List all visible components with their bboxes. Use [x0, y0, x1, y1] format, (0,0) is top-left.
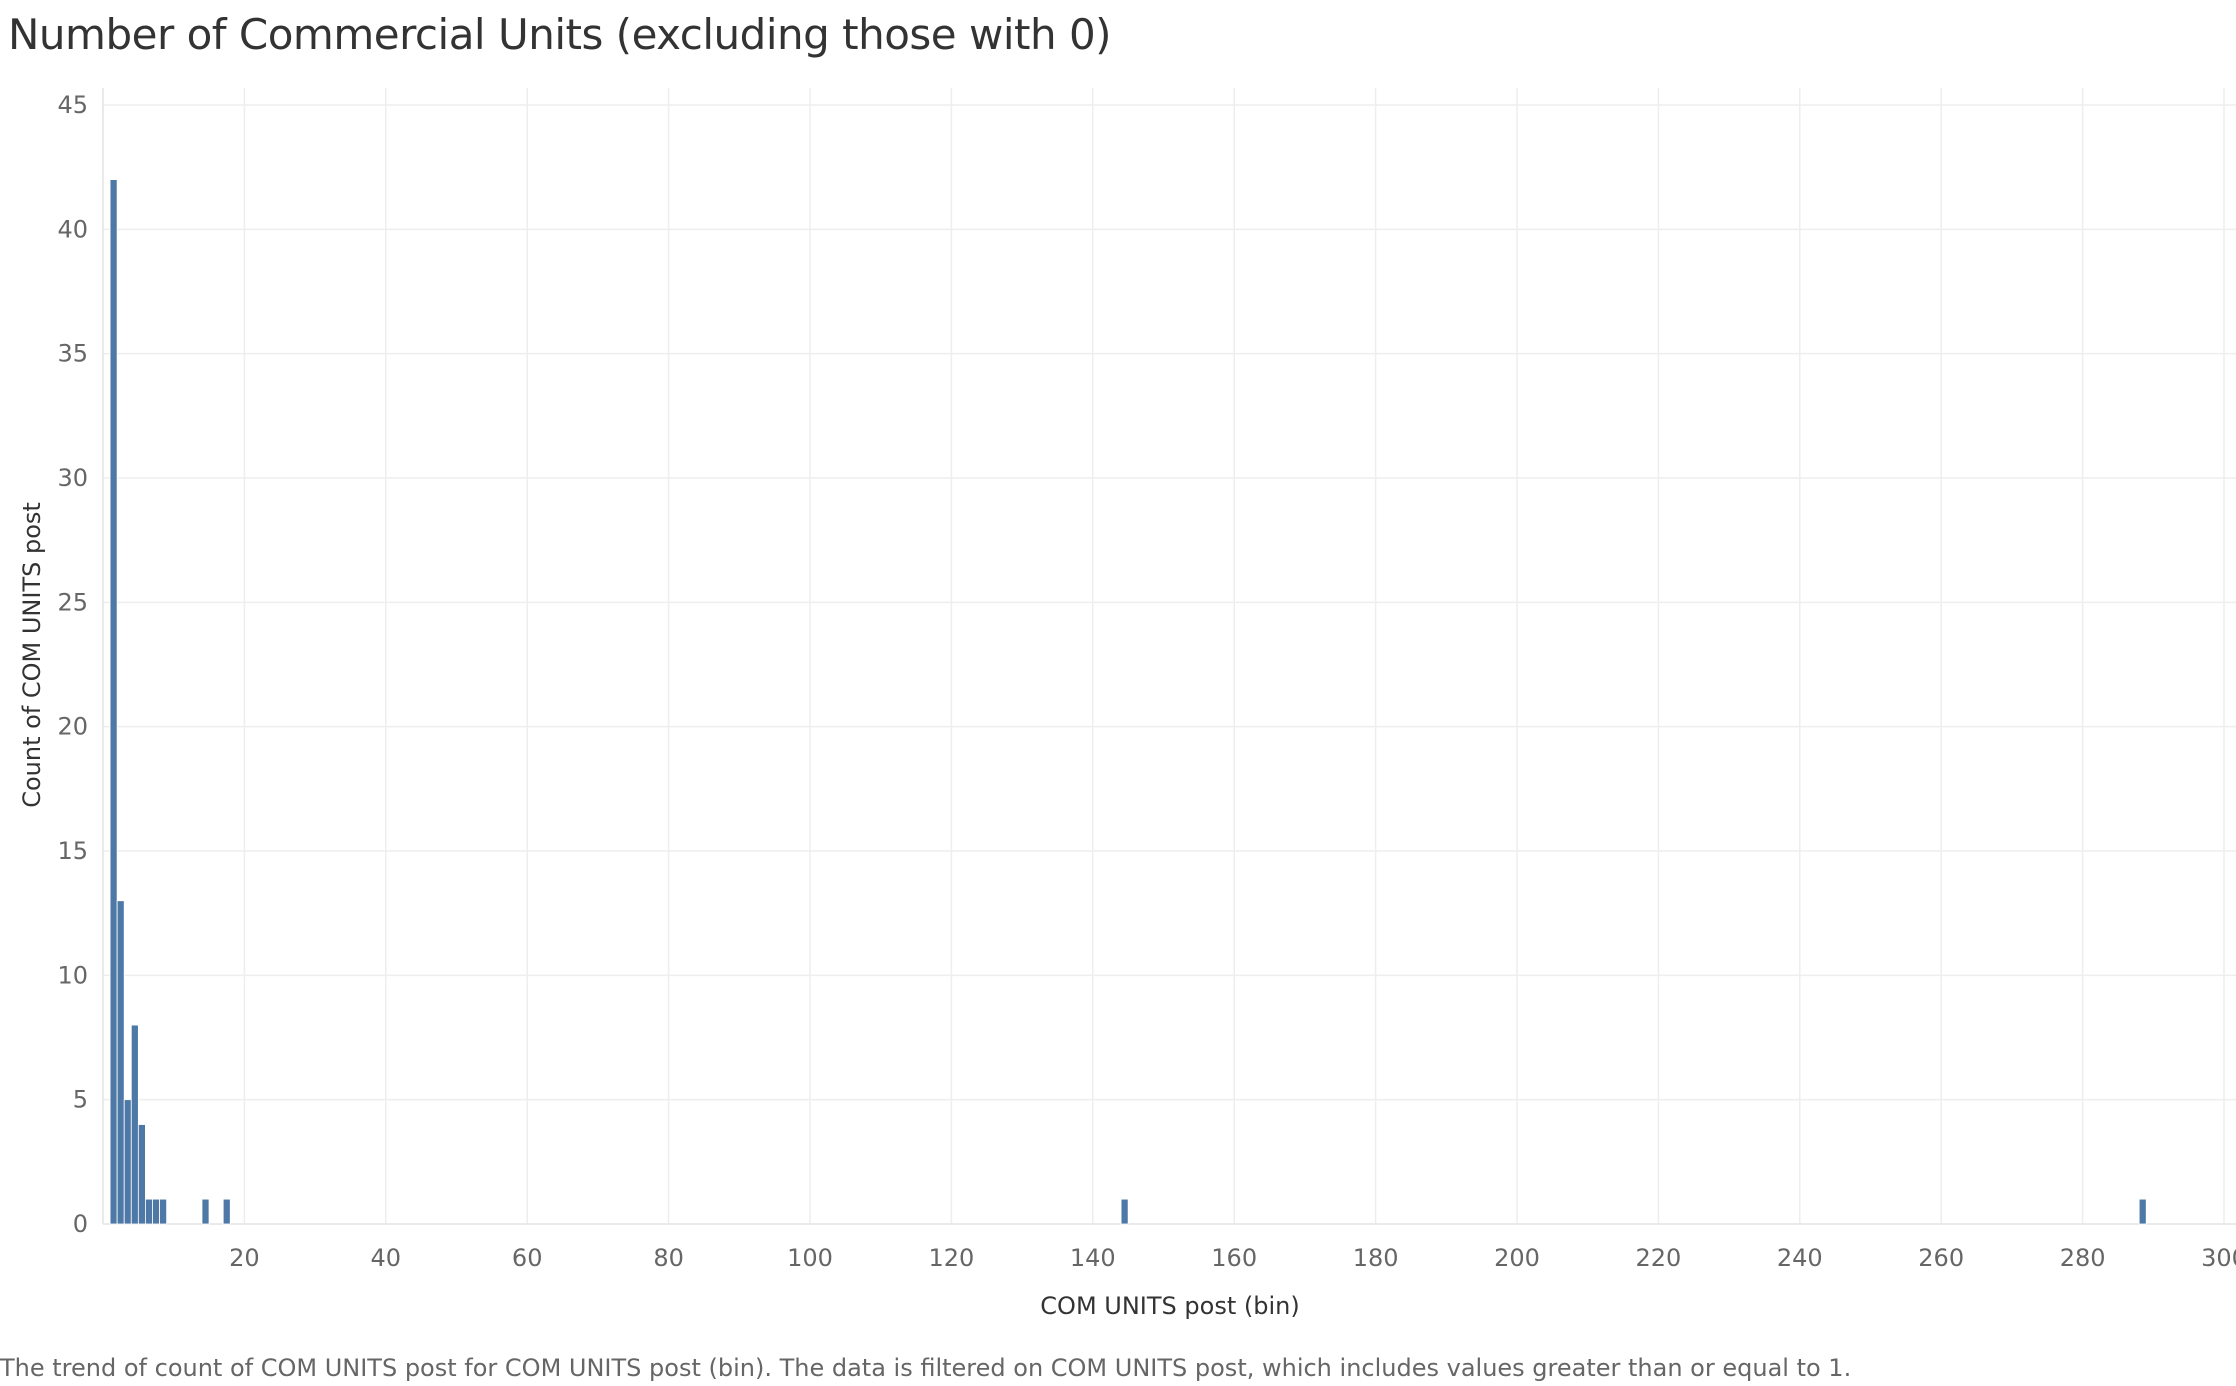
x-tick-label: 100: [787, 1244, 833, 1272]
y-tick-label: 10: [57, 961, 88, 989]
x-tick-label: 40: [371, 1244, 402, 1272]
y-tick-label: 0: [73, 1210, 88, 1238]
histogram-bar: [109, 179, 118, 1225]
histogram-bar: [116, 900, 125, 1225]
x-tick-label: 140: [1070, 1244, 1116, 1272]
x-axis-title: COM UNITS post (bin): [1040, 1292, 1299, 1320]
x-tick-label: 300: [2201, 1244, 2236, 1272]
y-tick-label: 20: [57, 713, 88, 741]
gridlines: [102, 88, 2236, 1225]
y-axis-title: Count of COM UNITS post: [18, 502, 46, 808]
histogram-bar: [137, 1124, 146, 1225]
histogram-bar: [2138, 1198, 2147, 1225]
y-axis-ticks: 0 5 10 15 20 25 30 35 40 45: [57, 91, 88, 1238]
x-axis-ticks: 20 40 60 80 100 120 140 160 180 200 220 240 260 280 30…: [229, 1244, 2236, 1272]
histogram-bar: [222, 1198, 231, 1225]
x-tick-label: 60: [512, 1244, 543, 1272]
chart-caption: The trend of count of COM UNITS post for…: [0, 1354, 1852, 1382]
histogram-bar: [145, 1198, 153, 1225]
y-tick-label: 40: [57, 215, 88, 243]
histogram-bar: [201, 1198, 210, 1225]
histogram-bar: [159, 1198, 168, 1225]
x-tick-label: 240: [1777, 1244, 1823, 1272]
y-tick-label: 5: [73, 1086, 88, 1114]
y-tick-label: 45: [57, 91, 88, 119]
x-tick-label: 160: [1211, 1244, 1257, 1272]
x-tick-label: 200: [1494, 1244, 1540, 1272]
x-tick-label: 80: [653, 1244, 684, 1272]
histogram-bar: [152, 1198, 160, 1225]
x-tick-label: 20: [229, 1244, 260, 1272]
histogram-bar: [130, 1024, 139, 1225]
x-tick-label: 180: [1353, 1244, 1399, 1272]
y-tick-label: 30: [57, 464, 88, 492]
chart-title: Number of Commercial Units (excluding th…: [8, 10, 1112, 59]
x-tick-label: 280: [2060, 1244, 2106, 1272]
histogram-bar: [123, 1099, 132, 1225]
x-tick-label: 260: [1918, 1244, 1964, 1272]
x-tick-label: 120: [928, 1244, 974, 1272]
y-tick-label: 25: [57, 588, 88, 616]
y-tick-label: 15: [57, 837, 88, 865]
histogram-bar: [1120, 1198, 1129, 1225]
bars: [109, 179, 2147, 1225]
y-tick-label: 35: [57, 340, 88, 368]
x-tick-label: 220: [1635, 1244, 1681, 1272]
